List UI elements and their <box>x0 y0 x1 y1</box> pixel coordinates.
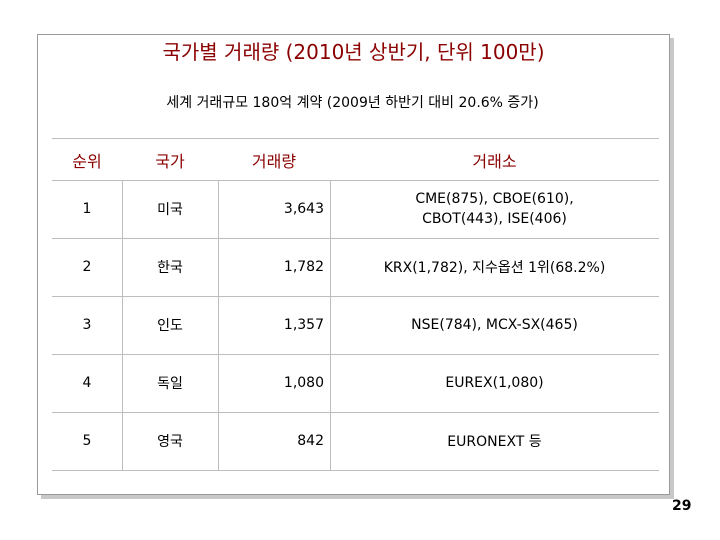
slide-title: 국가별 거래량 (2010년 상반기, 단위 100만) <box>162 40 545 64</box>
country-cell: 인도 <box>157 318 183 334</box>
header-rule <box>52 180 659 181</box>
rank-cell: 1 <box>82 201 92 217</box>
volume-cell: 3,643 <box>283 201 324 217</box>
exchange-cell: EURONEXT 등 <box>447 434 542 450</box>
header-volume: 거래량 <box>251 152 297 171</box>
volume-cell: 842 <box>297 433 324 449</box>
row-rule <box>52 296 659 297</box>
row-rule <box>52 238 659 239</box>
header-rank: 순위 <box>72 152 102 171</box>
country-cell: 미국 <box>157 202 183 218</box>
exchange-cell: NSE(784), MCX-SX(465) <box>411 317 578 333</box>
country-cell: 독일 <box>157 376 183 392</box>
subtitle: 세계 거래규모 180억 계약 (2009년 하반기 대비 20.6% 증가) <box>166 95 539 111</box>
table-top-rule <box>52 138 659 139</box>
country-cell: 영국 <box>157 434 183 450</box>
country-cell: 한국 <box>157 260 183 276</box>
header-exchange: 거래소 <box>472 152 517 171</box>
col-sep-1 <box>122 180 123 470</box>
exchange-cell: CME(875), CBOE(610), CBOT(443), ISE(406) <box>330 180 659 238</box>
header-country: 국가 <box>155 152 185 171</box>
volume-cell: 1,782 <box>283 259 324 275</box>
rank-cell: 3 <box>82 317 92 333</box>
rank-cell: 2 <box>82 259 92 275</box>
exchange-cell: KRX(1,782), 지수옵션 1위(68.2%) <box>383 260 606 276</box>
exchange-line-2: CBOT(443), ISE(406) <box>422 211 567 227</box>
rank-cell: 5 <box>82 433 92 449</box>
volume-cell: 1,080 <box>283 375 324 391</box>
rank-cell: 4 <box>82 375 92 391</box>
row-rule <box>52 412 659 413</box>
exchange-line-1: CME(875), CBOE(610), <box>415 191 574 207</box>
content-box <box>37 68 670 495</box>
row-rule <box>52 354 659 355</box>
col-sep-2 <box>218 180 219 470</box>
page-number: 29 <box>672 498 692 514</box>
exchange-cell: EUREX(1,080) <box>445 375 544 391</box>
col-sep-3 <box>330 180 331 470</box>
volume-cell: 1,357 <box>283 317 324 333</box>
title-box: 국가별 거래량 (2010년 상반기, 단위 100만) <box>37 34 670 70</box>
table-bottom-rule <box>52 470 659 471</box>
